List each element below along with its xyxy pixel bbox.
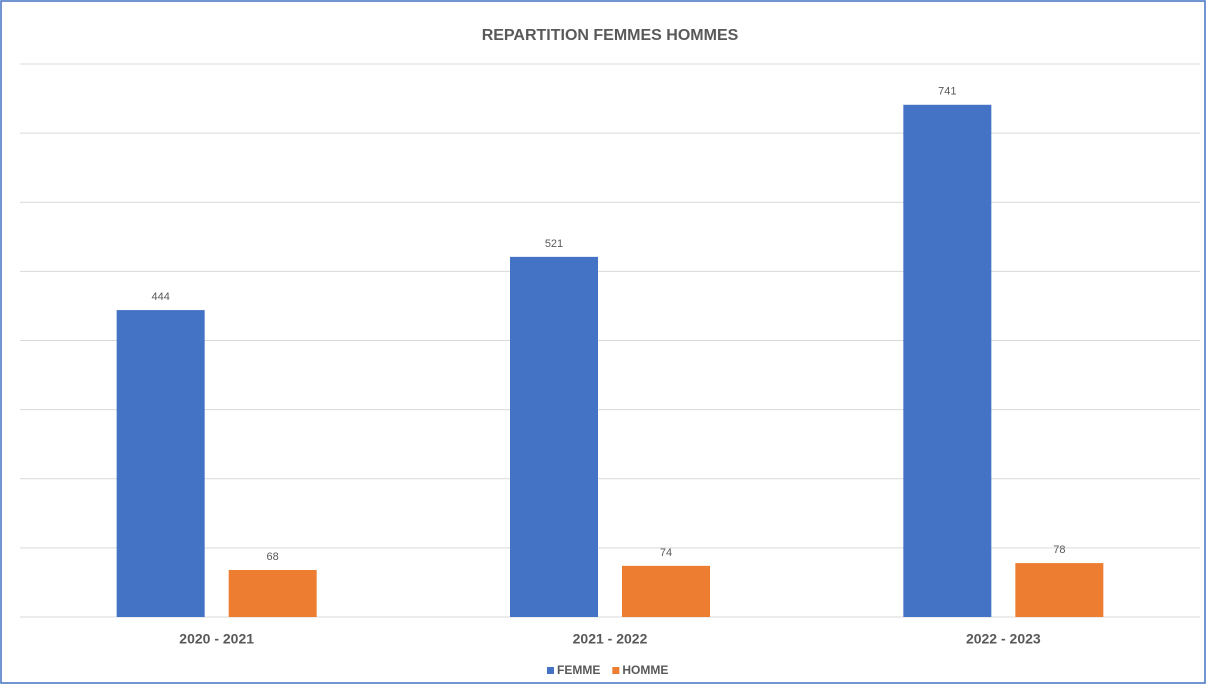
data-label: 444 <box>151 291 169 303</box>
data-label: 78 <box>1053 544 1065 556</box>
x-tick-label: 2022 - 2023 <box>966 631 1041 647</box>
data-label: 68 <box>267 551 279 563</box>
bar <box>510 256 598 617</box>
bar <box>1015 563 1104 617</box>
legend-swatch <box>547 667 554 674</box>
chart-title: REPARTITION FEMMES HOMMES <box>482 27 739 44</box>
bar <box>228 569 317 617</box>
bar <box>903 104 992 617</box>
data-label: 74 <box>660 547 672 559</box>
x-tick-label: 2021 - 2022 <box>573 631 648 647</box>
legend-swatch <box>612 667 620 674</box>
x-tick-label: 2020 - 2021 <box>179 631 254 647</box>
bar <box>622 565 710 617</box>
data-label: 521 <box>545 238 563 250</box>
bar <box>116 310 205 617</box>
legend-label: FEMME <box>557 663 600 677</box>
data-label: 741 <box>938 86 956 98</box>
legend-label: HOMME <box>622 663 668 677</box>
